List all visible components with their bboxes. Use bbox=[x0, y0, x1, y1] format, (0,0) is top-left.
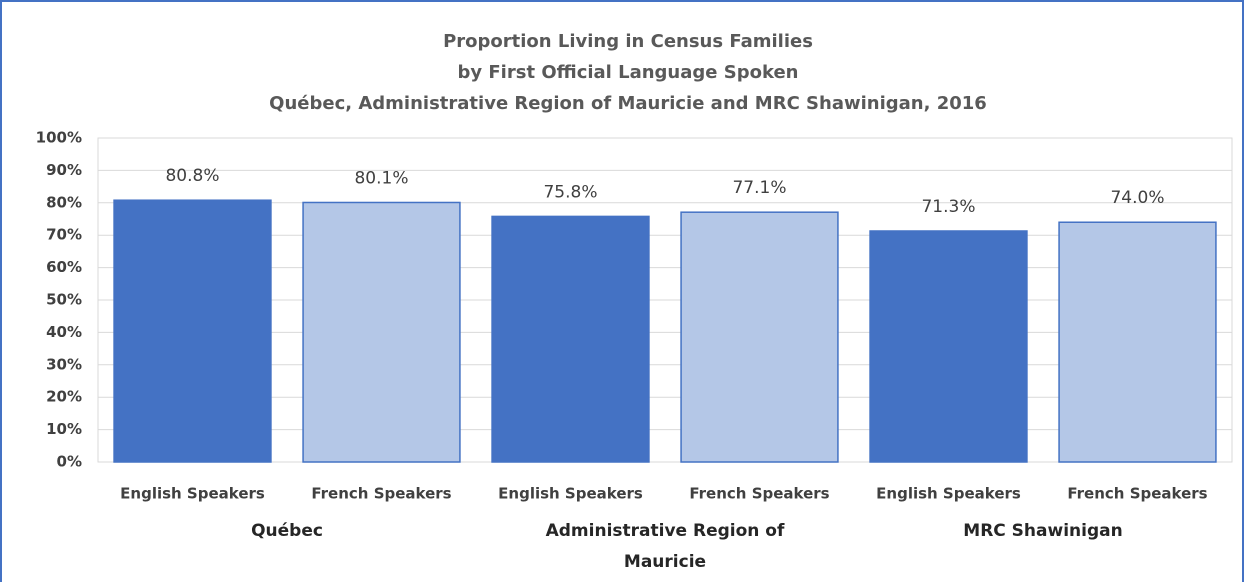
x-tick-label: English Speakers bbox=[876, 485, 1021, 503]
y-tick-label: 60% bbox=[46, 258, 82, 276]
bar bbox=[869, 230, 1028, 463]
bar bbox=[491, 215, 650, 463]
bar bbox=[1058, 221, 1217, 463]
group-label: Québec bbox=[251, 521, 323, 541]
y-tick-label: 0% bbox=[57, 453, 82, 471]
group-label-box: MRC Shawinigan bbox=[963, 521, 1123, 541]
chart-title: Proportion Living in Census Families bbox=[443, 31, 813, 52]
y-tick-label: 30% bbox=[46, 355, 82, 373]
value-label: 74.0% bbox=[1110, 188, 1164, 208]
bar bbox=[302, 201, 461, 463]
chart-title: by First Official Language Spoken bbox=[458, 62, 799, 83]
value-label: 71.3% bbox=[921, 197, 975, 217]
x-tick-label: English Speakers bbox=[120, 485, 265, 503]
value-label: 75.8% bbox=[543, 182, 597, 202]
group-label: MRC Shawinigan bbox=[963, 521, 1123, 541]
x-tick-label: French Speakers bbox=[1067, 485, 1207, 503]
y-tick-label: 100% bbox=[36, 129, 82, 147]
bar bbox=[113, 199, 272, 463]
y-tick-label: 50% bbox=[46, 291, 82, 309]
bar bbox=[680, 211, 839, 463]
y-tick-label: 10% bbox=[46, 420, 82, 438]
y-tick-label: 90% bbox=[46, 161, 82, 179]
chart-title: Québec, Administrative Region of Maurici… bbox=[269, 93, 987, 114]
value-label: 80.8% bbox=[165, 166, 219, 186]
group-label-box: Québec bbox=[251, 521, 323, 541]
x-tick-label: English Speakers bbox=[498, 485, 643, 503]
value-label: 77.1% bbox=[732, 178, 786, 198]
x-tick-label: French Speakers bbox=[689, 485, 829, 503]
y-tick-label: 40% bbox=[46, 323, 82, 341]
x-tick-label: French Speakers bbox=[311, 485, 451, 503]
y-tick-label: 80% bbox=[46, 193, 82, 211]
group-label-box: Administrative Region of Mauricie bbox=[545, 521, 785, 572]
group-label: Administrative Region of Mauricie bbox=[545, 521, 785, 572]
plot-border bbox=[97, 137, 1233, 463]
y-tick-label: 70% bbox=[46, 226, 82, 244]
value-label: 80.1% bbox=[354, 168, 408, 188]
y-tick-label: 20% bbox=[46, 388, 82, 406]
